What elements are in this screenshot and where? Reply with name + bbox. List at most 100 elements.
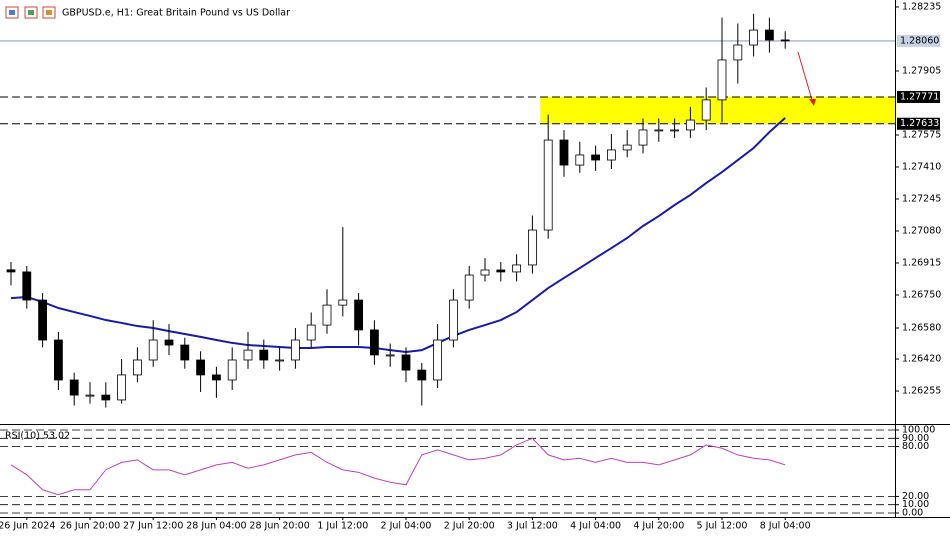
level-label: 1.27633 xyxy=(900,118,939,129)
arrow-head xyxy=(809,99,816,106)
icon xyxy=(9,10,15,15)
candle-body xyxy=(227,359,237,381)
y-tick-label: 1.26255 xyxy=(902,386,941,397)
candle-body xyxy=(765,29,774,41)
rsi-title: RSI(10) 53.02 xyxy=(5,431,70,442)
candle-body xyxy=(575,154,585,166)
y-tick-label: 1.28235 xyxy=(902,1,941,12)
candle-body xyxy=(290,339,300,361)
candle-body xyxy=(38,299,47,341)
icon xyxy=(28,10,34,15)
candle-body xyxy=(22,271,32,301)
x-tick-label: 8 Jul 04:00 xyxy=(760,521,811,532)
level-label-box xyxy=(897,117,940,130)
price-label: 1.28060 xyxy=(900,35,939,46)
candle-body xyxy=(132,359,142,376)
candle-body xyxy=(306,324,316,341)
y-tick-label: 1.26915 xyxy=(902,258,941,269)
y-tick-label: 1.27575 xyxy=(902,129,941,140)
level-label: 1.27771 xyxy=(900,91,939,102)
candle-body xyxy=(512,264,521,273)
x-tick-label: 4 Jul 20:00 xyxy=(633,521,684,532)
y-tick-label: 0.00 xyxy=(902,508,923,519)
icon xyxy=(46,10,52,15)
candle-body xyxy=(733,44,743,61)
price-label-box xyxy=(897,34,940,47)
candle-body xyxy=(780,39,790,42)
candle-body xyxy=(448,299,458,341)
candle-body xyxy=(148,339,158,361)
candle-body xyxy=(607,149,616,161)
y-tick-label: 90.00 xyxy=(902,433,929,444)
candle-body xyxy=(6,269,16,273)
x-tick-label: 1 Jul 12:00 xyxy=(317,521,368,532)
y-tick-label: 20.00 xyxy=(902,491,929,502)
chart-title: GBPUSD.e, H1: Great Britain Pound vs US … xyxy=(62,8,290,19)
x-tick-label: 26 Jun 2024 xyxy=(0,521,55,532)
candle-body xyxy=(701,99,711,121)
candle-body xyxy=(243,349,253,361)
candle-body xyxy=(369,329,379,356)
rsi-line xyxy=(10,437,786,496)
icon[interactable] xyxy=(42,6,56,19)
candle-body xyxy=(164,339,174,346)
candle-body xyxy=(480,269,490,276)
x-tick-label: 5 Jul 12:00 xyxy=(697,521,748,532)
y-tick-label: 1.27245 xyxy=(902,194,941,205)
candle-body xyxy=(259,349,269,361)
x-tick-label: 28 Jun 20:00 xyxy=(249,521,309,532)
candle-body xyxy=(670,129,679,132)
candle-body xyxy=(433,339,443,381)
candle-body xyxy=(622,144,632,151)
y-tick-label: 1.27410 xyxy=(902,162,941,173)
candle-body xyxy=(117,374,126,401)
candle-body xyxy=(654,129,664,132)
candle-body xyxy=(464,274,474,301)
candle-body xyxy=(591,154,600,161)
candle-body xyxy=(559,139,569,166)
candle-body xyxy=(275,359,285,362)
x-tick-label: 27 Jun 12:00 xyxy=(123,521,183,532)
candle-body xyxy=(385,354,395,357)
candle-body xyxy=(322,304,332,326)
zone-layer xyxy=(540,96,895,124)
candle-body xyxy=(401,354,411,371)
icon[interactable] xyxy=(24,6,38,19)
candle-body xyxy=(54,339,63,381)
level-label-box xyxy=(897,90,940,103)
candle-body xyxy=(101,394,111,401)
icon[interactable] xyxy=(5,6,19,19)
y-tick-label: 1.27905 xyxy=(902,65,941,76)
candle-body xyxy=(417,369,427,381)
x-tick-label: 2 Jul 04:00 xyxy=(381,521,432,532)
candle-body xyxy=(749,29,758,46)
candle-body xyxy=(338,299,348,306)
y-tick-label: 1.26750 xyxy=(902,290,941,301)
candle-body xyxy=(69,379,79,396)
candle-body xyxy=(528,229,537,266)
y-tick-label: 80.00 xyxy=(902,441,929,452)
candle-body xyxy=(180,344,190,361)
candle-body xyxy=(496,269,506,273)
candle-body xyxy=(85,394,95,397)
moving-average xyxy=(10,117,786,354)
x-tick-label: 2 Jul 20:00 xyxy=(444,521,495,532)
forecast-arrow xyxy=(797,51,813,101)
y-tick-label: 100.00 xyxy=(902,425,935,436)
x-tick-label: 26 Jun 20:00 xyxy=(60,521,120,532)
candle-body xyxy=(717,59,727,101)
y-tick-label: 1.26420 xyxy=(902,354,941,365)
y-tick-label: 1.27080 xyxy=(902,226,941,237)
zone xyxy=(540,96,895,124)
candle-body xyxy=(196,359,206,376)
x-tick-label: 3 Jul 12:00 xyxy=(507,521,558,532)
candle-body xyxy=(543,139,553,231)
y-tick-label: 1.26580 xyxy=(902,322,941,333)
candle-body xyxy=(638,129,648,146)
candle-body xyxy=(686,119,695,131)
x-tick-label: 4 Jul 04:00 xyxy=(570,521,621,532)
candle-body xyxy=(211,374,221,381)
candle-body xyxy=(354,299,364,331)
